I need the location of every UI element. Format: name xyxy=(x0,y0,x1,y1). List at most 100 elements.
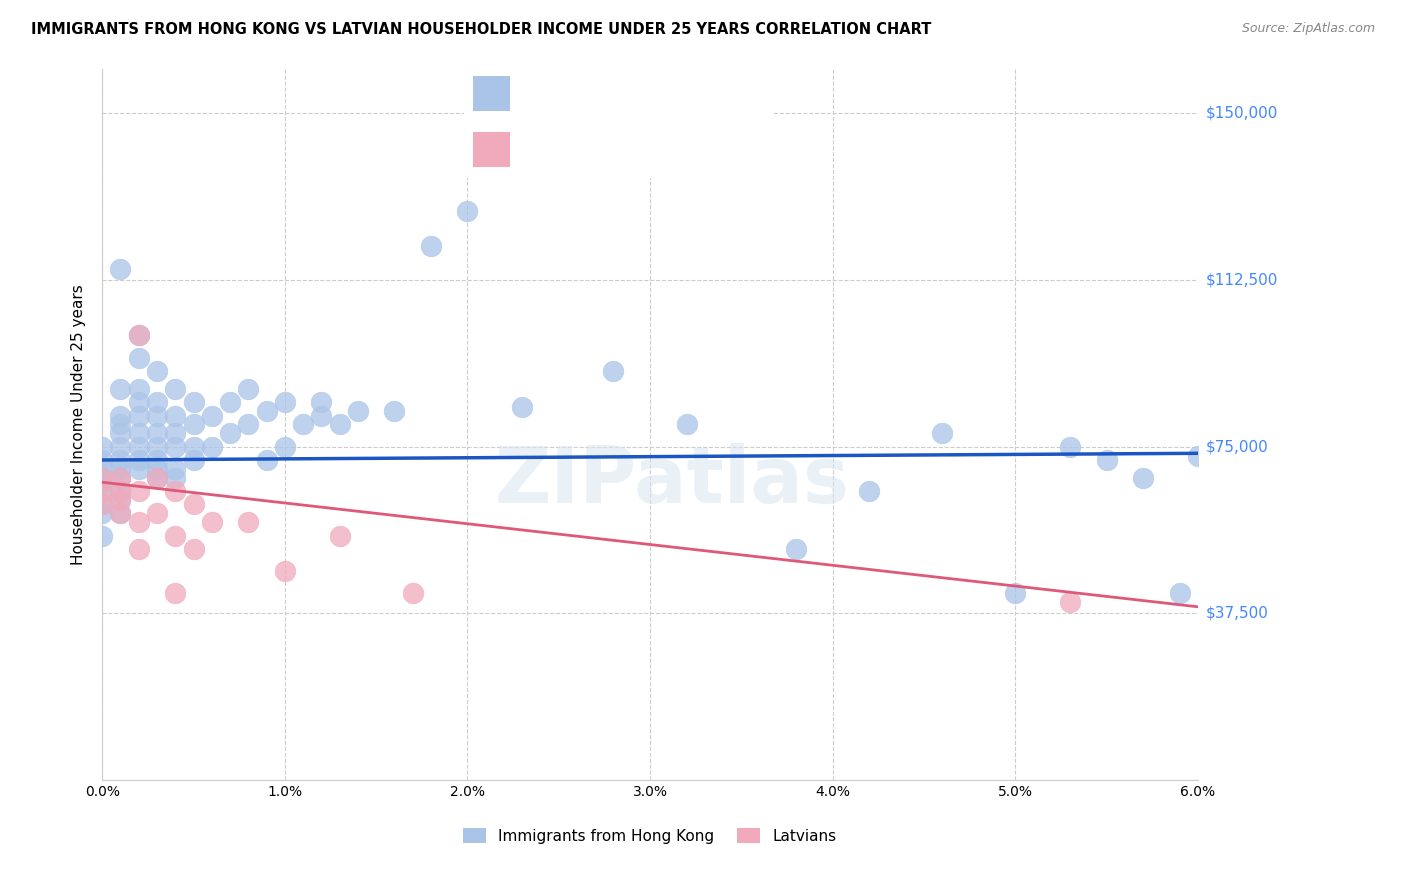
Point xyxy=(329,417,352,432)
Point xyxy=(91,507,114,521)
Point xyxy=(274,395,297,409)
Point xyxy=(347,404,370,418)
Text: R =: R = xyxy=(523,142,555,157)
Point xyxy=(201,515,224,529)
Point xyxy=(128,440,150,454)
Point xyxy=(110,507,132,521)
Point xyxy=(110,426,132,441)
Point xyxy=(165,471,187,485)
Point xyxy=(128,515,150,529)
Text: R =: R = xyxy=(523,87,555,102)
Point xyxy=(165,382,187,396)
Point xyxy=(128,462,150,476)
Point xyxy=(602,364,624,378)
Point xyxy=(292,417,315,432)
Point xyxy=(146,440,169,454)
Point xyxy=(401,586,423,600)
Text: $37,500: $37,500 xyxy=(1206,606,1270,621)
Point xyxy=(128,453,150,467)
Point xyxy=(128,426,150,441)
Point xyxy=(256,453,278,467)
Point xyxy=(183,395,205,409)
Point xyxy=(165,426,187,441)
Point xyxy=(91,453,114,467)
Text: -0.234: -0.234 xyxy=(578,142,627,157)
Point xyxy=(1059,595,1081,609)
Text: 24: 24 xyxy=(702,142,724,157)
Point xyxy=(146,471,169,485)
Point xyxy=(110,453,132,467)
Point xyxy=(256,404,278,418)
Text: ZIPatlas: ZIPatlas xyxy=(495,443,849,519)
Point xyxy=(858,484,880,499)
Point xyxy=(675,417,697,432)
Point xyxy=(110,507,132,521)
Point xyxy=(329,528,352,542)
Point xyxy=(91,462,114,476)
Point xyxy=(456,203,478,218)
Point xyxy=(110,382,132,396)
Point xyxy=(146,395,169,409)
Point xyxy=(238,515,260,529)
Text: $150,000: $150,000 xyxy=(1206,105,1278,120)
Point xyxy=(1187,449,1209,463)
Point xyxy=(274,564,297,578)
Point xyxy=(419,239,441,253)
Point xyxy=(128,484,150,499)
Point xyxy=(1004,586,1026,600)
Text: $75,000: $75,000 xyxy=(1206,439,1268,454)
Point xyxy=(146,507,169,521)
Point xyxy=(183,417,205,432)
Point xyxy=(91,484,114,499)
Text: N =: N = xyxy=(650,87,683,102)
Point xyxy=(382,404,405,418)
Text: Source: ZipAtlas.com: Source: ZipAtlas.com xyxy=(1241,22,1375,36)
Point xyxy=(183,440,205,454)
Point xyxy=(128,328,150,343)
Point xyxy=(183,453,205,467)
Point xyxy=(128,351,150,365)
Point xyxy=(1095,453,1118,467)
Point xyxy=(311,395,333,409)
Point xyxy=(510,400,533,414)
Point xyxy=(201,409,224,423)
Point xyxy=(165,586,187,600)
Point xyxy=(219,395,242,409)
Point xyxy=(91,528,114,542)
Point xyxy=(128,409,150,423)
Point xyxy=(146,462,169,476)
Point xyxy=(110,471,132,485)
Point xyxy=(146,471,169,485)
Point xyxy=(110,493,132,508)
Point xyxy=(110,462,132,476)
Point xyxy=(238,382,260,396)
Point xyxy=(110,261,132,276)
Point xyxy=(931,426,953,441)
Point xyxy=(1132,471,1154,485)
Text: 78: 78 xyxy=(702,87,724,102)
Point xyxy=(165,409,187,423)
Point xyxy=(219,426,242,441)
FancyBboxPatch shape xyxy=(474,132,510,167)
Point xyxy=(238,417,260,432)
Point xyxy=(91,498,114,512)
Point xyxy=(110,493,132,508)
Point xyxy=(91,475,114,490)
Point xyxy=(128,541,150,556)
Point xyxy=(146,453,169,467)
Point xyxy=(311,409,333,423)
Point xyxy=(110,409,132,423)
Point xyxy=(110,484,132,499)
Point xyxy=(91,440,114,454)
Point xyxy=(146,364,169,378)
FancyBboxPatch shape xyxy=(458,60,779,181)
Point xyxy=(91,471,114,485)
Point xyxy=(110,440,132,454)
Point xyxy=(128,328,150,343)
Point xyxy=(110,417,132,432)
Point xyxy=(110,471,132,485)
Point xyxy=(146,409,169,423)
Text: 0.017: 0.017 xyxy=(578,87,627,102)
Point xyxy=(165,440,187,454)
FancyBboxPatch shape xyxy=(474,77,510,112)
